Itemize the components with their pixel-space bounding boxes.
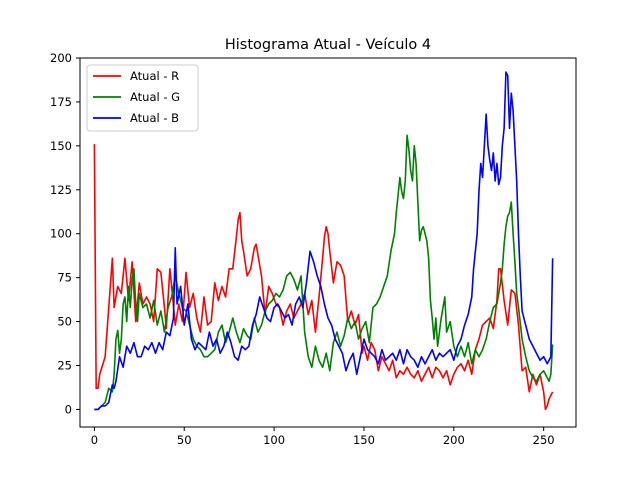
legend-label-0: Atual - R [130, 69, 179, 83]
x-tick-label: 150 [353, 433, 375, 447]
y-tick-label: 25 [57, 359, 72, 373]
y-axis: 0 25 50 75 100 125 150 175 200 [50, 51, 80, 416]
y-tick-label: 75 [57, 271, 72, 285]
y-tick-label: 150 [50, 139, 72, 153]
x-tick-label: 0 [91, 433, 98, 447]
x-tick-label: 250 [533, 433, 555, 447]
y-tick-label: 50 [57, 315, 72, 329]
legend: Atual - R Atual - G Atual - B [86, 64, 199, 132]
y-tick-label: 100 [50, 227, 72, 241]
y-tick-label: 200 [50, 51, 72, 65]
y-tick-label: 0 [65, 402, 72, 416]
x-tick-label: 100 [263, 433, 285, 447]
legend-label-2: Atual - B [130, 111, 179, 125]
series-line-2 [94, 71, 554, 411]
chart-title: Histograma Atual - Veículo 4 [225, 37, 431, 53]
legend-box [86, 64, 199, 132]
x-tick-label: 200 [443, 433, 465, 447]
x-axis: 0 50 100 150 200 250 [91, 427, 555, 447]
series-line-1 [94, 134, 554, 411]
y-tick-label: 125 [50, 183, 72, 197]
x-tick-label: 50 [177, 433, 192, 447]
series-line-0 [93, 144, 554, 411]
plot-area [93, 71, 554, 411]
plot-frame [79, 57, 577, 428]
legend-label-1: Atual - G [130, 90, 180, 104]
y-tick-label: 175 [50, 95, 72, 109]
